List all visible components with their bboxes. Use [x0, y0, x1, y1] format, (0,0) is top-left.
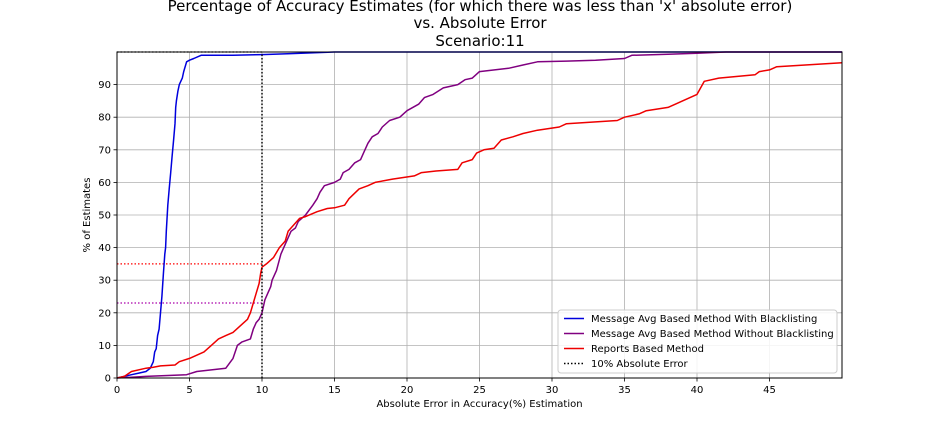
y-axis-ticks: 0 10 20 30 40 50 60 70 80 90 — [98, 80, 117, 385]
legend-entry-label: Reports Based Method — [591, 344, 704, 355]
x-axis-ticks: 0 5 10 15 20 25 30 35 40 45 — [114, 378, 776, 396]
y-tick-label: 20 — [98, 308, 111, 319]
y-tick-label: 50 — [98, 211, 111, 222]
chart-title: Percentage of Accuracy Estimates (for wh… — [168, 0, 793, 50]
y-tick-label: 70 — [98, 145, 111, 156]
series-line-3 — [116, 62, 843, 379]
x-tick-label: 45 — [763, 385, 776, 396]
y-tick-label: 40 — [98, 243, 111, 254]
y-tick-label: 0 — [105, 374, 111, 385]
x-tick-label: 15 — [328, 385, 341, 396]
legend-box — [557, 309, 838, 374]
y-tick-label: 80 — [98, 113, 111, 124]
x-tick-label: 25 — [473, 385, 486, 396]
y-tick-label: 10 — [98, 341, 111, 352]
chart-title-line-1: Percentage of Accuracy Estimates (for wh… — [168, 0, 793, 15]
x-tick-label: 5 — [186, 385, 192, 396]
x-tick-label: 20 — [401, 385, 414, 396]
chart-title-line-2: vs. Absolute Error — [413, 14, 547, 32]
series-lines — [116, 51, 843, 379]
y-axis-label: % of Estimates — [82, 178, 93, 253]
x-tick-label: 10 — [256, 385, 269, 396]
series-line-1 — [116, 51, 842, 379]
y-tick-label: 30 — [98, 276, 111, 287]
x-axis-label: Absolute Error in Accuracy(%) Estimation — [376, 399, 582, 410]
x-tick-label: 30 — [546, 385, 559, 396]
x-tick-label: 35 — [618, 385, 631, 396]
legend-entry-label: 10% Absolute Error — [591, 359, 689, 370]
chart-title-line-3: Scenario:11 — [435, 32, 524, 50]
legend-entry-label: Message Avg Based Method Without Blackli… — [591, 329, 834, 340]
x-tick-label: 40 — [691, 385, 704, 396]
series-line-2 — [116, 51, 842, 379]
legend: Message Avg Based Method With Blacklisti… — [557, 309, 838, 374]
y-tick-label: 60 — [98, 178, 111, 189]
y-tick-label: 90 — [98, 80, 111, 91]
legend-entry-label: Message Avg Based Method With Blacklisti… — [591, 314, 817, 325]
x-tick-label: 0 — [114, 385, 120, 396]
